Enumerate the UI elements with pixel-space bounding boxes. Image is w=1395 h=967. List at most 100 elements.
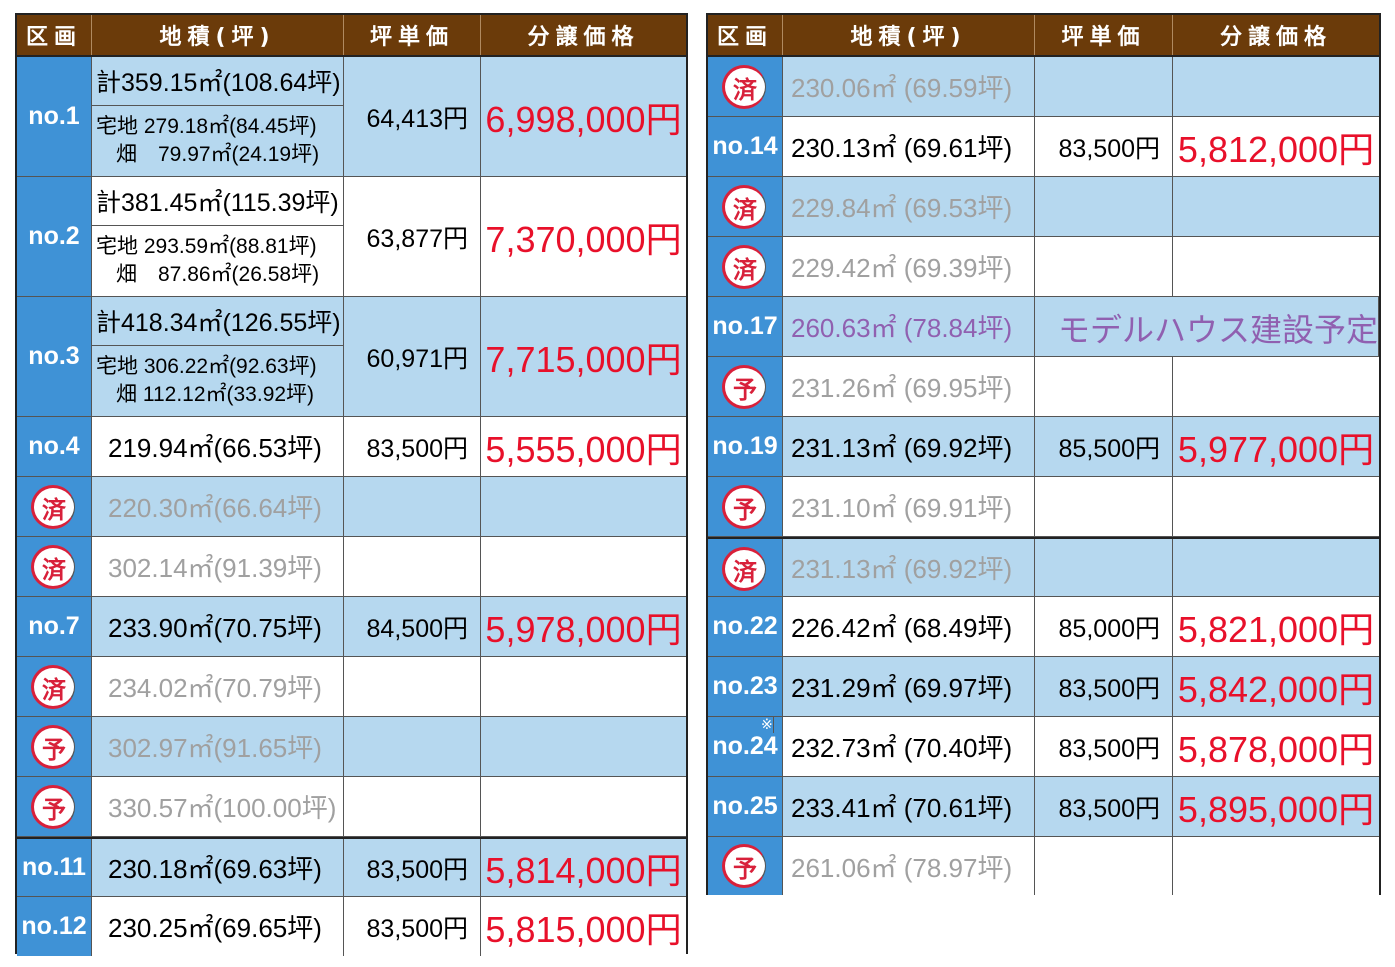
unit-price: 83,500円	[344, 839, 481, 896]
table-row: 済 302.14㎡(91.39坪)	[17, 537, 686, 597]
unit-price	[344, 717, 481, 776]
sale-price: 6,998,000円	[485, 98, 682, 140]
table-row: 済 231.13㎡ (69.92坪)	[708, 537, 1379, 597]
table-row: 予 231.10㎡ (69.91坪)	[708, 477, 1379, 537]
sale-price	[481, 717, 686, 776]
unit-price	[1035, 477, 1173, 536]
lot-table-right: 区画 地積(坪) 坪単価 分譲価格 済 230.06㎡ (69.59坪) no.…	[706, 13, 1381, 895]
lot-number: no.12	[17, 897, 92, 956]
sale-price: 5,815,000円	[485, 908, 682, 950]
table-row: 済 229.84㎡ (69.53坪)	[708, 177, 1379, 237]
table-row: no.24 ※ 232.73㎡ (70.40坪) 83,500円 5,878,0…	[708, 717, 1379, 777]
header-lot: 区画	[708, 15, 783, 55]
unit-price	[1035, 837, 1173, 895]
sold-badge: 済	[722, 245, 766, 289]
area-cell: 302.14㎡(91.39坪)	[92, 537, 344, 596]
area-cell: 230.18㎡(69.63坪)	[92, 839, 344, 896]
area-breakdown: 宅地 306.22㎡(92.63坪) 畑 112.12㎡(33.92坪)	[92, 346, 343, 416]
lot-number: no.11	[17, 839, 92, 896]
area-residential: 宅地 306.22㎡(92.63坪)	[96, 355, 317, 378]
model-house-note: モデルハウス建設予定	[1058, 312, 1379, 348]
area-total: 計381.45㎡(115.39坪)	[92, 177, 343, 226]
sale-price	[1173, 57, 1379, 116]
table-row: 済 230.06㎡ (69.59坪)	[708, 57, 1379, 117]
table-row: no.2 計381.45㎡(115.39坪) 宅地 293.59㎡(88.81坪…	[17, 177, 686, 297]
unit-price	[344, 777, 481, 836]
sale-price: 5,895,000円	[1177, 788, 1375, 830]
table-row: 予 302.97㎡(91.65坪)	[17, 717, 686, 777]
header-unit-price: 坪単価	[1035, 15, 1173, 55]
area-breakdown: 宅地 293.59㎡(88.81坪) 畑 87.86㎡(26.58坪)	[92, 226, 343, 296]
unit-price: 60,971円	[344, 297, 481, 416]
area-cell: 233.90㎡(70.75坪)	[92, 597, 344, 656]
lot-number: no.4	[17, 417, 92, 476]
area-cell: 230.06㎡ (69.59坪)	[783, 57, 1035, 116]
area-cell: 231.26㎡ (69.95坪)	[783, 357, 1035, 416]
sold-badge: 済	[722, 185, 766, 229]
sale-price	[1173, 539, 1379, 596]
area-cell: 計381.45㎡(115.39坪) 宅地 293.59㎡(88.81坪) 畑 8…	[92, 177, 344, 296]
header-sale-price: 分譲価格	[527, 25, 640, 50]
table-row: no.25 233.41㎡ (70.61坪) 83,500円 5,895,000…	[708, 777, 1379, 837]
area-field: 畑 112.12㎡(33.92坪)	[116, 383, 315, 406]
header-lot: 区画	[17, 15, 92, 55]
area-residential: 宅地 293.59㎡(88.81坪)	[96, 235, 317, 258]
unit-price	[1035, 177, 1173, 236]
sale-price: 5,878,000円	[1177, 728, 1375, 770]
unit-price	[1035, 237, 1173, 296]
table-row: no.14 230.13㎡ (69.61坪) 83,500円 5,812,000…	[708, 117, 1379, 177]
area-cell: 229.84㎡ (69.53坪)	[783, 177, 1035, 236]
unit-price: 83,500円	[1035, 117, 1173, 176]
table-header: 区画 地積(坪) 坪単価 分譲価格	[17, 15, 686, 57]
lot-number: no.23	[708, 657, 783, 716]
area-cell: 234.02㎡(70.79坪)	[92, 657, 344, 716]
sold-badge: 済	[722, 65, 766, 109]
unit-price	[344, 477, 481, 536]
sale-price: 5,812,000円	[1177, 128, 1375, 170]
lot-number: no.3	[17, 297, 92, 416]
sale-price: 5,978,000円	[485, 608, 682, 650]
area-cell: 231.10㎡ (69.91坪)	[783, 477, 1035, 536]
sale-price: 5,814,000円	[485, 849, 682, 891]
area-cell: 231.13㎡ (69.92坪)	[783, 539, 1035, 596]
area-cell: 260.63㎡ (78.84坪)	[783, 297, 1035, 356]
lot-number: no.19	[708, 417, 783, 476]
unit-price: 83,500円	[344, 897, 481, 956]
reserved-badge: 予	[31, 725, 75, 769]
lot-table-left: 区画 地積(坪) 坪単価 分譲価格 no.1 計359.15㎡(108.64坪)…	[15, 13, 688, 956]
table-row: no.12 230.25㎡(69.65坪) 83,500円 5,815,000円	[17, 897, 686, 956]
unit-price: 84,500円	[344, 597, 481, 656]
table-row: 済 220.30㎡(66.64坪)	[17, 477, 686, 537]
unit-price: 83,500円	[1035, 657, 1173, 716]
lot-number: no.14	[708, 117, 783, 176]
table-row: no.23 231.29㎡ (69.97坪) 83,500円 5,842,000…	[708, 657, 1379, 717]
area-cell: 231.13㎡ (69.92坪)	[783, 417, 1035, 476]
unit-price: 85,500円	[1035, 417, 1173, 476]
unit-price: 83,500円	[344, 417, 481, 476]
area-cell: 302.97㎡(91.65坪)	[92, 717, 344, 776]
area-cell: 226.42㎡ (68.49坪)	[783, 597, 1035, 656]
table-row: 予 330.57㎡(100.00坪)	[17, 777, 686, 837]
table-row: 済 234.02㎡(70.79坪)	[17, 657, 686, 717]
sale-price	[1173, 237, 1379, 296]
asterisk-mark: ※	[761, 717, 774, 733]
unit-price	[344, 657, 481, 716]
header-area: 地積(坪)	[92, 15, 344, 55]
table-row: no.3 計418.34㎡(126.55坪) 宅地 306.22㎡(92.63坪…	[17, 297, 686, 417]
area-cell: 計359.15㎡(108.64坪) 宅地 279.18㎡(84.45坪) 畑 7…	[92, 57, 344, 176]
area-field: 畑 87.86㎡(26.58坪)	[116, 263, 320, 286]
sale-price	[1173, 297, 1379, 356]
lot-number: no.22	[708, 597, 783, 656]
table-row: no.19 231.13㎡ (69.92坪) 85,500円 5,977,000…	[708, 417, 1379, 477]
header-area: 地積(坪)	[783, 15, 1035, 55]
area-field: 畑 79.97㎡(24.19坪)	[116, 143, 320, 166]
area-cell: 261.06㎡ (78.97坪)	[783, 837, 1035, 895]
table-row: no.17 260.63㎡ (78.84坪) モデルハウス建設予定	[708, 297, 1379, 357]
table-row: no.4 219.94㎡(66.53坪) 83,500円 5,555,000円	[17, 417, 686, 477]
unit-price: 83,500円	[1035, 717, 1173, 776]
sale-price: 5,821,000円	[1177, 608, 1375, 650]
table-row: no.11 230.18㎡(69.63坪) 83,500円 5,814,000円	[17, 837, 686, 897]
area-cell: 230.25㎡(69.65坪)	[92, 897, 344, 956]
area-residential: 宅地 279.18㎡(84.45坪)	[96, 115, 317, 138]
lot-number: no.25	[708, 777, 783, 836]
